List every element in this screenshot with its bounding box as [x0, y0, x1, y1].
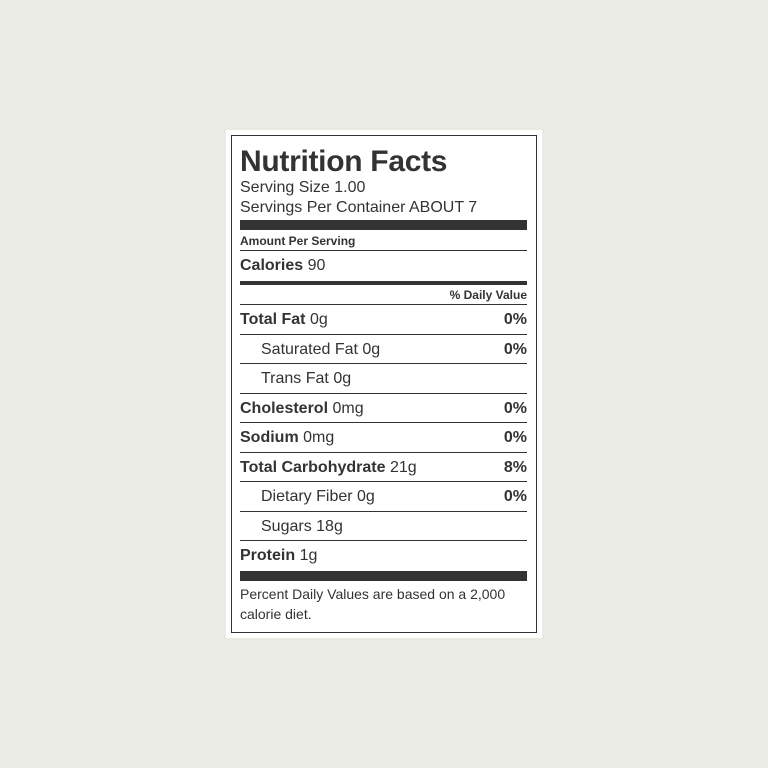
divider: [240, 570, 527, 581]
daily-value-header: % Daily Value: [240, 285, 527, 305]
daily-value: 0%: [503, 340, 527, 358]
nutrient-name: Protein: [240, 547, 296, 564]
nutrient-amount: 0mg: [332, 399, 364, 417]
nutrient-row: Trans Fat 0g: [240, 364, 527, 394]
nutrient-amount: 0g: [333, 370, 352, 387]
nutrient-name: Sugars: [261, 517, 312, 535]
nutrition-label: Nutrition Facts Serving Size 1.00 Servin…: [226, 130, 542, 638]
nutrient-amount: 0g: [362, 340, 381, 358]
nutrient-row: Cholesterol 0mg 0%: [240, 394, 527, 423]
nutrient-name: Total Fat: [240, 311, 306, 328]
nutrient-name: Trans Fat: [261, 370, 329, 387]
nutrient-row: Sugars 18g: [240, 512, 527, 541]
nutrient-row: Total Carbohydrate 21g 8%: [240, 453, 527, 482]
nutrient-row: Dietary Fiber 0g 0%: [240, 482, 527, 512]
nutrient-amount: 0mg: [303, 429, 335, 446]
daily-value: 8%: [503, 458, 527, 476]
calories: Calories 90: [240, 251, 527, 281]
nutrient-name: Saturated Fat: [261, 340, 358, 358]
calories-label: Calories: [240, 257, 304, 274]
divider: [240, 220, 527, 230]
label-border: Nutrition Facts Serving Size 1.00 Servin…: [231, 135, 537, 633]
nutrient-row: Sodium 0mg 0%: [240, 423, 527, 453]
nutrient-name: Sodium: [240, 429, 299, 446]
calories-value: 90: [307, 257, 326, 274]
nutrient-amount: 1g: [299, 547, 318, 564]
title: Nutrition Facts: [240, 145, 448, 178]
nutrient-name: Cholesterol: [240, 399, 329, 417]
daily-value: 0%: [503, 429, 527, 446]
nutrient-amount: 0g: [309, 311, 328, 328]
serving-size: Serving Size 1.00: [240, 179, 366, 196]
nutrient-row: Saturated Fat 0g 0%: [240, 335, 527, 364]
divider: [240, 281, 527, 285]
daily-value: 0%: [503, 399, 527, 417]
nutrient-amount: 18g: [316, 517, 343, 535]
amount-per-serving: Amount Per Serving: [240, 230, 527, 251]
footnote: Percent Daily Values are based on a 2,00…: [240, 585, 506, 622]
daily-value: 0%: [503, 311, 527, 328]
nutrient-amount: 21g: [389, 458, 417, 476]
daily-value: 0%: [503, 488, 527, 505]
nutrient-row: Total Fat 0g 0%: [240, 305, 527, 335]
nutrient-row: Protein 1g: [240, 541, 527, 571]
servings-per-container: Servings Per Container ABOUT 7: [240, 199, 478, 216]
nutrient-name: Total Carbohydrate: [240, 458, 386, 476]
nutrient-amount: 0g: [357, 488, 375, 505]
nutrient-name: Dietary Fiber: [261, 488, 353, 505]
